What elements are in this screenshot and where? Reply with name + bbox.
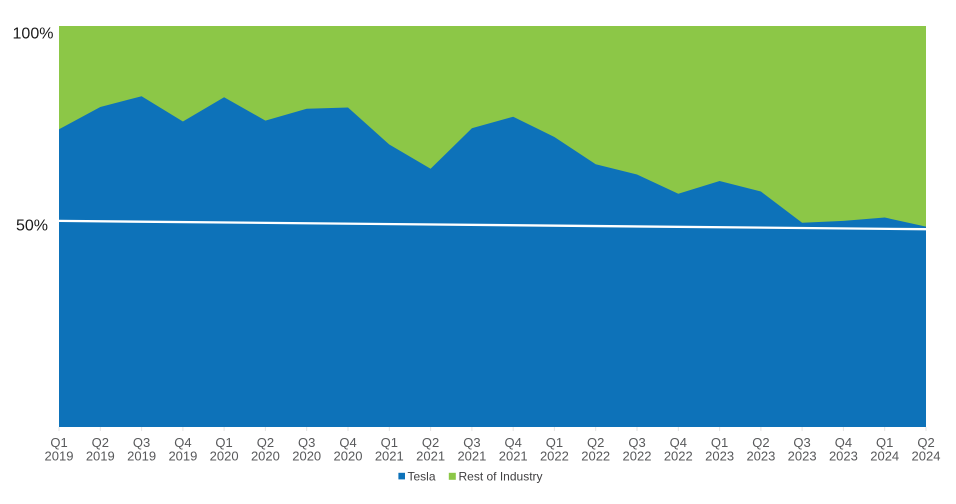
svg-text:2023: 2023 — [829, 449, 858, 464]
svg-text:Q1: Q1 — [711, 435, 728, 450]
svg-text:2023: 2023 — [788, 449, 817, 464]
svg-text:100%: 100% — [13, 26, 54, 43]
svg-text:Q2: Q2 — [587, 435, 604, 450]
svg-text:Rest of Industry: Rest of Industry — [459, 469, 543, 483]
svg-text:2020: 2020 — [334, 449, 363, 464]
svg-text:2019: 2019 — [168, 449, 197, 464]
svg-text:2019: 2019 — [45, 449, 74, 464]
svg-text:Q1: Q1 — [546, 435, 563, 450]
svg-text:Q4: Q4 — [339, 435, 356, 450]
svg-text:2021: 2021 — [457, 449, 486, 464]
svg-text:2021: 2021 — [416, 449, 445, 464]
svg-text:2022: 2022 — [623, 449, 652, 464]
svg-text:2022: 2022 — [540, 449, 569, 464]
svg-text:2019: 2019 — [127, 449, 156, 464]
svg-text:Q1: Q1 — [381, 435, 398, 450]
svg-text:2020: 2020 — [251, 449, 280, 464]
svg-text:Q3: Q3 — [793, 435, 810, 450]
svg-text:2019: 2019 — [86, 449, 115, 464]
svg-text:Q1: Q1 — [215, 435, 232, 450]
svg-text:50%: 50% — [16, 218, 48, 235]
svg-text:2024: 2024 — [912, 449, 941, 464]
svg-text:Q3: Q3 — [628, 435, 645, 450]
svg-text:2023: 2023 — [705, 449, 734, 464]
svg-text:Q2: Q2 — [422, 435, 439, 450]
svg-text:Q3: Q3 — [133, 435, 150, 450]
svg-text:Q3: Q3 — [298, 435, 315, 450]
svg-text:2022: 2022 — [581, 449, 610, 464]
svg-text:2020: 2020 — [292, 449, 321, 464]
svg-text:Q3: Q3 — [463, 435, 480, 450]
svg-text:2020: 2020 — [210, 449, 239, 464]
svg-text:2021: 2021 — [499, 449, 528, 464]
svg-text:Q2: Q2 — [917, 435, 934, 450]
svg-text:2022: 2022 — [664, 449, 693, 464]
svg-text:Q2: Q2 — [92, 435, 109, 450]
svg-text:Q1: Q1 — [876, 435, 893, 450]
svg-text:Q4: Q4 — [174, 435, 191, 450]
svg-text:Q2: Q2 — [752, 435, 769, 450]
svg-text:2023: 2023 — [746, 449, 775, 464]
svg-text:Tesla: Tesla — [408, 469, 436, 483]
svg-text:Q4: Q4 — [835, 435, 852, 450]
svg-text:Q4: Q4 — [505, 435, 522, 450]
svg-text:Q1: Q1 — [50, 435, 67, 450]
svg-text:2021: 2021 — [375, 449, 404, 464]
svg-text:Q2: Q2 — [257, 435, 274, 450]
svg-text:Q4: Q4 — [670, 435, 687, 450]
svg-text:2024: 2024 — [870, 449, 899, 464]
